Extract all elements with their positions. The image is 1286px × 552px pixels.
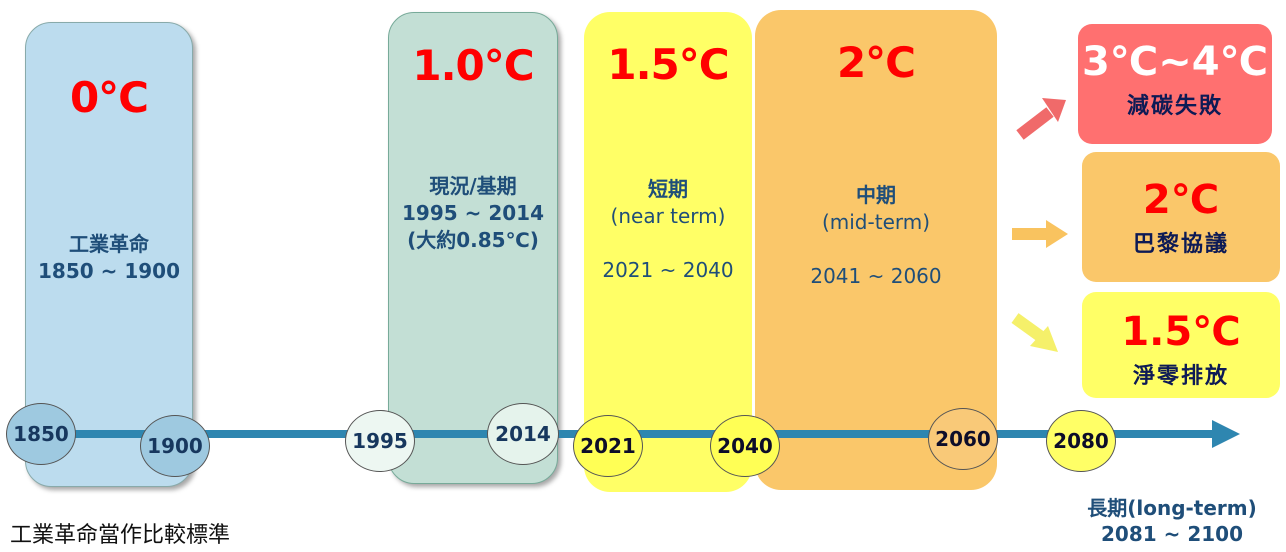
- year-circle-2014: 2014: [487, 403, 559, 465]
- arrow-down-icon: [1011, 313, 1058, 352]
- mid-term-temp: 2℃: [836, 38, 916, 87]
- year-2014: 2014: [495, 422, 551, 446]
- year-circle-1995: 1995: [345, 410, 415, 472]
- arrow-up-icon: [1016, 98, 1066, 140]
- year-circle-2021: 2021: [573, 415, 643, 477]
- year-circle-2060: 2060: [928, 408, 998, 470]
- arrow-right-icon: [1012, 220, 1068, 248]
- mid-term-label: 中期 (mid-term) 2041 ~ 2060: [755, 182, 997, 290]
- long-term-title: 長期(long-term): [1087, 496, 1257, 520]
- year-2080: 2080: [1053, 429, 1109, 453]
- near-term-subtitle: (near term): [610, 204, 726, 228]
- scenario-paris-temp: 2℃: [1142, 177, 1220, 223]
- industrial-title: 工業革命: [69, 232, 149, 256]
- near-term-temp: 1.5℃: [607, 40, 729, 89]
- year-1850: 1850: [13, 422, 69, 446]
- long-term-range: 2081 ~ 2100: [1100, 522, 1243, 546]
- year-circle-1850: 1850: [6, 403, 76, 465]
- industrial-temp: 0℃: [69, 73, 149, 122]
- scenario-netzero-text: 淨零排放: [1132, 364, 1229, 389]
- baseline-range: 1995 ~ 2014: [401, 201, 544, 225]
- near-term-range: 2021 ~ 2040: [602, 258, 734, 282]
- mid-term-range: 2041 ~ 2060: [810, 264, 942, 288]
- near-term-title: 短期: [648, 177, 688, 201]
- scenario-paris-box: 2℃ 巴黎協議: [1082, 152, 1280, 282]
- near-term-label: 短期 (near term) 2021 ~ 2040: [584, 176, 752, 284]
- industrial-range: 1850 ~ 1900: [37, 259, 180, 283]
- scenario-failed-temp: 3℃~4℃: [1081, 39, 1269, 85]
- year-circle-2040: 2040: [710, 415, 780, 477]
- scenario-failed-text: 減碳失敗: [1126, 94, 1223, 119]
- year-2040: 2040: [717, 434, 773, 458]
- baseline-title: 現況/基期: [429, 174, 517, 198]
- scenario-failed-box: 3℃~4℃ 減碳失敗: [1078, 24, 1272, 144]
- mid-term-title: 中期: [856, 183, 896, 207]
- year-2021: 2021: [580, 434, 636, 458]
- scenario-netzero-box: 1.5℃ 淨零排放: [1082, 292, 1280, 398]
- year-circle-2080: 2080: [1046, 410, 1116, 472]
- mid-term-subtitle: (mid-term): [821, 210, 931, 234]
- timeline-arrowhead: [1212, 420, 1240, 448]
- year-2060: 2060: [935, 427, 991, 451]
- year-circle-1900: 1900: [140, 415, 210, 477]
- year-1995: 1995: [352, 429, 408, 453]
- baseline-label: 現況/基期 1995 ~ 2014 (大約0.85℃): [389, 173, 557, 254]
- baseline-temp: 1.0℃: [412, 41, 534, 90]
- year-1900: 1900: [147, 434, 203, 458]
- scenario-netzero-temp: 1.5℃: [1121, 309, 1241, 355]
- industrial-label: 工業革命 1850 ~ 1900: [26, 231, 192, 285]
- footnote: 工業革命當作比較標準: [10, 523, 231, 548]
- long-term-label: 長期(long-term) 2081 ~ 2100: [1072, 495, 1272, 547]
- baseline-note: (大約0.85℃): [407, 228, 539, 252]
- scenario-paris-text: 巴黎協議: [1132, 232, 1229, 257]
- near-term-panel: 1.5℃ 短期 (near term) 2021 ~ 2040: [584, 12, 752, 492]
